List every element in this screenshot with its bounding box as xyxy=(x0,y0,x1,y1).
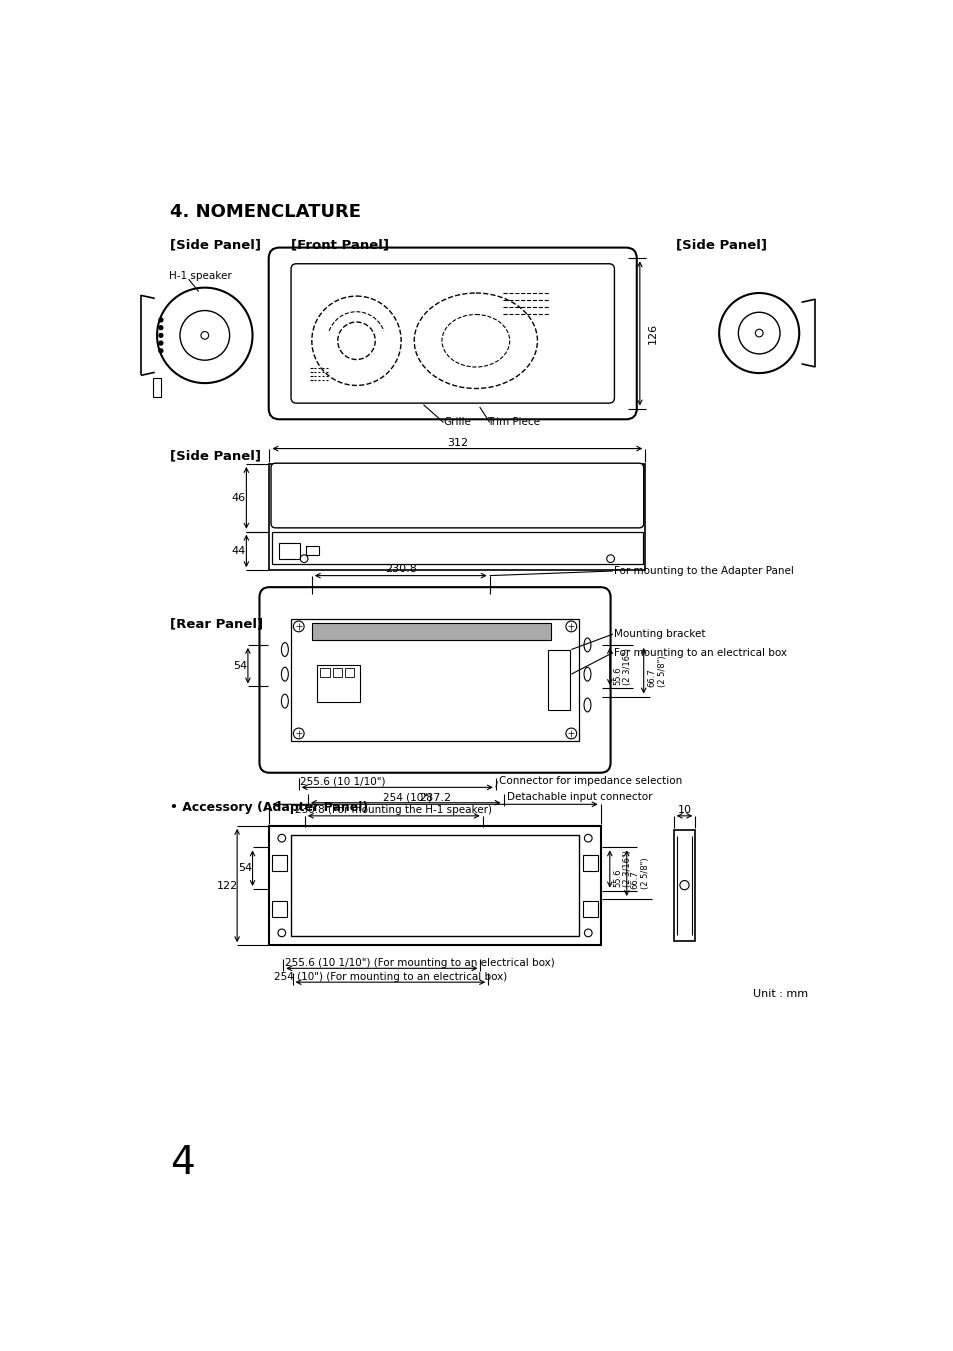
Bar xyxy=(291,619,578,742)
Text: 55.6
(2 3/16"): 55.6 (2 3/16") xyxy=(612,851,632,888)
Text: • Accessory (Adapter Panel): • Accessory (Adapter Panel) xyxy=(170,801,368,813)
Text: For mounting to the Adapter Panel: For mounting to the Adapter Panel xyxy=(614,566,794,576)
Text: 54: 54 xyxy=(233,661,247,670)
Text: 126: 126 xyxy=(647,323,657,343)
Text: [Side Panel]: [Side Panel] xyxy=(170,239,261,251)
Ellipse shape xyxy=(281,643,288,657)
Bar xyxy=(345,667,354,677)
Text: For mounting to an electrical box: For mounting to an electrical box xyxy=(614,647,786,658)
Text: Connector for impedance selection: Connector for impedance selection xyxy=(498,777,681,786)
Text: H-1 speaker: H-1 speaker xyxy=(170,272,232,281)
Circle shape xyxy=(159,349,163,353)
FancyBboxPatch shape xyxy=(269,247,636,419)
Bar xyxy=(272,901,287,917)
Text: 10: 10 xyxy=(677,805,691,816)
Ellipse shape xyxy=(583,638,590,651)
Bar xyxy=(306,546,318,555)
Text: 55.6
(2 3/16"): 55.6 (2 3/16") xyxy=(612,648,632,685)
FancyBboxPatch shape xyxy=(259,588,610,773)
Bar xyxy=(320,667,329,677)
Text: Trim Piece: Trim Piece xyxy=(487,417,539,427)
Text: Unit : mm: Unit : mm xyxy=(752,989,807,998)
Bar xyxy=(291,835,578,936)
Text: 312: 312 xyxy=(446,438,467,449)
Bar xyxy=(317,665,359,703)
Text: 230.8: 230.8 xyxy=(384,565,416,574)
Text: 4. NOMENCLATURE: 4. NOMENCLATURE xyxy=(170,203,361,222)
Circle shape xyxy=(159,342,163,345)
Text: Detachable input connector: Detachable input connector xyxy=(506,793,652,802)
Circle shape xyxy=(159,326,163,330)
Ellipse shape xyxy=(281,694,288,708)
Text: Mounting bracket: Mounting bracket xyxy=(614,630,705,639)
Text: 66.7
(2 5/8"): 66.7 (2 5/8") xyxy=(647,655,666,686)
Ellipse shape xyxy=(281,667,288,681)
Text: 44: 44 xyxy=(232,546,246,557)
Text: 4: 4 xyxy=(170,1144,194,1182)
Bar xyxy=(333,667,341,677)
Bar xyxy=(272,532,642,565)
Ellipse shape xyxy=(583,698,590,712)
FancyBboxPatch shape xyxy=(291,263,614,403)
Text: 54: 54 xyxy=(237,863,252,873)
Text: [Front Panel]: [Front Panel] xyxy=(291,239,389,251)
Bar xyxy=(153,378,161,397)
Text: [Side Panel]: [Side Panel] xyxy=(676,239,766,251)
Text: 254 (10") (For mounting to an electrical box): 254 (10") (For mounting to an electrical… xyxy=(274,971,506,982)
Bar xyxy=(269,825,600,946)
Bar xyxy=(582,855,598,870)
Bar xyxy=(673,830,695,942)
Text: 122: 122 xyxy=(217,881,238,890)
Bar xyxy=(548,650,569,709)
Text: 46: 46 xyxy=(232,493,246,503)
Text: [Side Panel]: [Side Panel] xyxy=(170,450,261,463)
Text: Grille: Grille xyxy=(443,417,471,427)
Text: 287.2: 287.2 xyxy=(418,793,451,802)
Text: 66.7
(2 5/8"): 66.7 (2 5/8") xyxy=(630,858,649,889)
Text: 255.6 (10 1/10") (For mounting to an electrical box): 255.6 (10 1/10") (For mounting to an ele… xyxy=(285,958,554,967)
Circle shape xyxy=(159,334,163,338)
Ellipse shape xyxy=(583,667,590,681)
Bar xyxy=(582,901,598,917)
Text: 254 (10"): 254 (10") xyxy=(382,793,431,802)
Bar xyxy=(278,543,300,559)
Text: [Rear Panel]: [Rear Panel] xyxy=(170,617,263,631)
Bar xyxy=(272,855,287,870)
Circle shape xyxy=(159,317,163,322)
Text: 255.6 (10 1/10"): 255.6 (10 1/10") xyxy=(300,777,385,788)
Bar xyxy=(312,623,550,639)
FancyBboxPatch shape xyxy=(271,463,643,528)
Bar xyxy=(269,463,644,570)
Text: 230.8 (For mounting the H-1 speaker): 230.8 (For mounting the H-1 speaker) xyxy=(295,805,492,815)
